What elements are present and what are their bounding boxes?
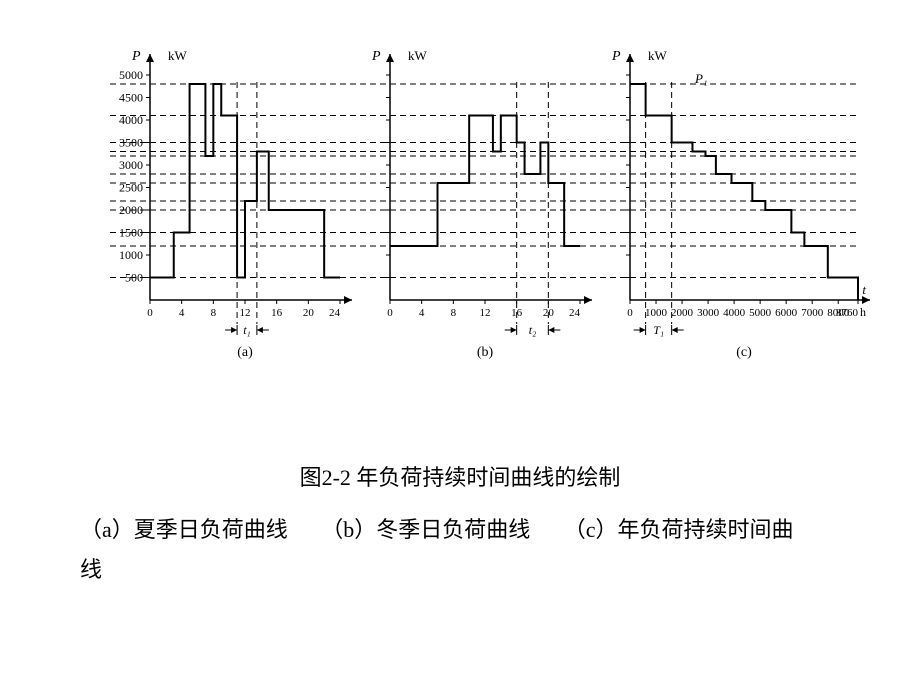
svg-text:8: 8	[451, 307, 457, 319]
svg-text:1000: 1000	[119, 248, 143, 262]
svg-text:3000: 3000	[697, 307, 720, 319]
svg-text:(b): (b)	[477, 345, 494, 360]
svg-text:(c): (c)	[736, 345, 752, 360]
svg-text:kW: kW	[408, 48, 428, 63]
svg-text:t₂: t₂	[529, 323, 537, 337]
svg-text:P: P	[131, 49, 141, 64]
caption-block: 图2-2 年负荷持续时间曲线的绘制 （a）夏季日负荷曲线 （b）冬季日负荷曲线 …	[80, 460, 840, 589]
legend-a: （a）夏季日负荷曲线	[80, 517, 288, 542]
svg-text:kW: kW	[168, 48, 188, 63]
figure-legend: （a）夏季日负荷曲线 （b）冬季日负荷曲线 （c）年负荷持续时间曲线	[80, 510, 840, 589]
figure-title: 图2-2 年负荷持续时间曲线的绘制	[80, 460, 840, 492]
svg-text:0: 0	[147, 307, 153, 319]
svg-text:P: P	[611, 49, 621, 64]
svg-text:4000: 4000	[723, 307, 746, 319]
svg-text:12: 12	[480, 307, 491, 319]
svg-text:2000: 2000	[119, 203, 143, 217]
svg-text:3000: 3000	[119, 158, 143, 172]
svg-text:T₁: T₁	[653, 323, 664, 337]
svg-text:2500: 2500	[119, 181, 143, 195]
svg-text:kW: kW	[648, 48, 668, 63]
svg-text:3500: 3500	[119, 136, 143, 150]
svg-text:t: t	[862, 282, 866, 297]
svg-text:1000: 1000	[645, 307, 668, 319]
legend-b: （b）冬季日负荷曲线	[321, 517, 530, 542]
svg-text:h: h	[860, 305, 866, 319]
svg-text:24: 24	[569, 307, 581, 319]
svg-text:8: 8	[211, 307, 217, 319]
svg-text:4: 4	[179, 307, 185, 319]
svg-text:4500: 4500	[119, 91, 143, 105]
svg-text:8760: 8760	[836, 307, 859, 319]
svg-text:24: 24	[329, 307, 341, 319]
svg-text:500: 500	[125, 271, 143, 285]
svg-text:5000: 5000	[119, 68, 143, 82]
svg-text:t₁: t₁	[243, 323, 251, 337]
svg-text:20: 20	[303, 307, 315, 319]
svg-text:P: P	[371, 49, 381, 64]
svg-text:(a): (a)	[237, 345, 253, 360]
svg-text:4: 4	[419, 307, 425, 319]
load-duration-chart: 5001000150020002500300035004000450050000…	[110, 40, 870, 380]
svg-text:6000: 6000	[775, 307, 798, 319]
svg-text:1500: 1500	[119, 226, 143, 240]
svg-text:2000: 2000	[671, 307, 694, 319]
svg-text:0: 0	[627, 307, 633, 319]
svg-text:5000: 5000	[749, 307, 772, 319]
svg-text:4000: 4000	[119, 113, 143, 127]
svg-text:0: 0	[387, 307, 393, 319]
svg-text:12: 12	[240, 307, 251, 319]
figure-area: 5001000150020002500300035004000450050000…	[110, 40, 870, 380]
svg-text:7000: 7000	[801, 307, 824, 319]
svg-text:16: 16	[271, 307, 283, 319]
svg-text:P₁: P₁	[694, 71, 707, 86]
